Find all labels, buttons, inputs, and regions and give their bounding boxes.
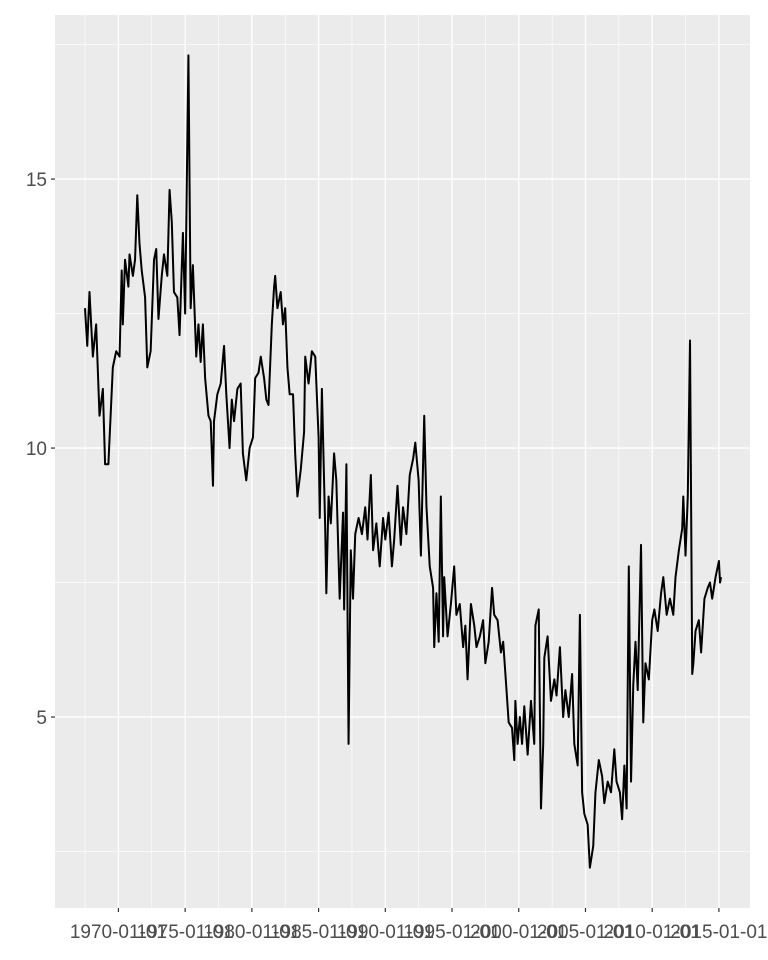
panel-background xyxy=(55,15,750,908)
x-tick-label: 1970-01-01 xyxy=(70,922,167,943)
x-tick-label: 2010-01-01 xyxy=(604,922,701,943)
x-tick-label: 1980-01-01 xyxy=(203,922,300,943)
x-tick-label: 2015-01-01 xyxy=(670,922,767,943)
y-tick-label: 5 xyxy=(36,708,47,729)
x-tick-label: 1975-01-01 xyxy=(137,922,234,943)
x-tick-label: 2000-01-01 xyxy=(470,922,567,943)
x-tick-label: 1990-01-01 xyxy=(337,922,434,943)
y-tick-label: 15 xyxy=(26,170,47,191)
x-tick-label: 1995-01-01 xyxy=(403,922,500,943)
x-tick-label: 1985-01-01 xyxy=(270,922,367,943)
data-line xyxy=(84,54,723,869)
x-tick-label: 2005-01-01 xyxy=(537,922,634,943)
y-tick-label: 10 xyxy=(26,439,47,460)
